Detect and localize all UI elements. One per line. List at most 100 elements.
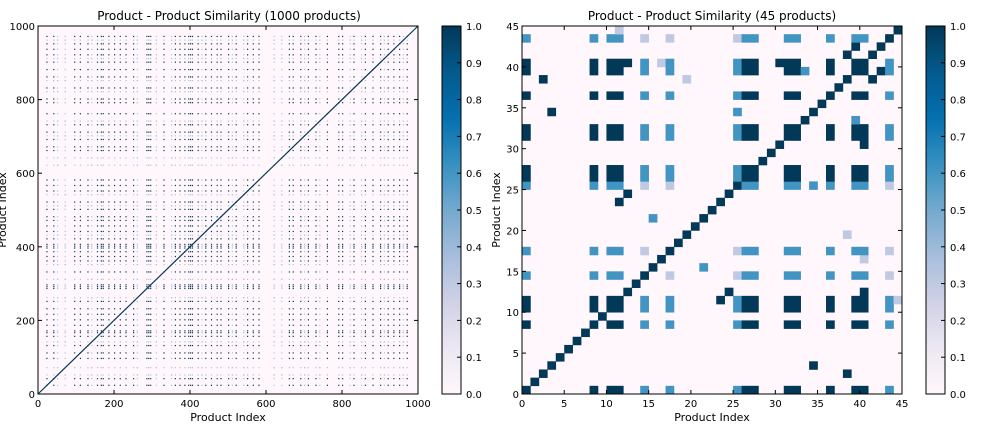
heatmap-cell [179, 205, 180, 206]
heatmap-cell [393, 194, 394, 195]
heatmap-cell [184, 220, 185, 221]
heatmap-cell [137, 124, 138, 125]
heatmap-cell [342, 58, 343, 59]
heatmap-cell [792, 91, 801, 99]
heatmap-cell [319, 157, 320, 158]
heatmap-cell [372, 358, 373, 359]
heatmap-cell [372, 332, 373, 333]
heatmap-cell [338, 201, 339, 202]
heatmap-cell [53, 201, 54, 202]
heatmap-cell [623, 59, 632, 67]
heatmap-cell [46, 201, 47, 202]
heatmap-cell [133, 69, 134, 70]
heatmap-cell [236, 297, 237, 298]
heatmap-cell [319, 367, 320, 368]
heatmap-cell [399, 244, 400, 245]
heatmap-cell [353, 139, 354, 140]
heatmap-cell [65, 330, 66, 331]
heatmap-cell [184, 271, 185, 272]
heatmap-cell [97, 87, 98, 88]
heatmap-cell [188, 54, 189, 55]
heatmap-cell [220, 150, 221, 151]
heatmap-cell [666, 59, 675, 67]
heatmap-cell [205, 235, 206, 236]
heatmap-cell [156, 367, 157, 368]
heatmap-cell [784, 296, 793, 304]
heatmap-cell [388, 246, 389, 247]
heatmap-cell [407, 43, 408, 44]
heatmap-cell [175, 264, 176, 265]
heatmap-cell [91, 345, 92, 346]
heatmap-cell [253, 378, 254, 379]
heatmap-cell [103, 150, 104, 151]
heatmap-cell [403, 54, 404, 55]
heatmap-cell [388, 319, 389, 320]
heatmap-cell [148, 352, 149, 353]
heatmap-cell [243, 385, 244, 386]
heatmap-cell [65, 314, 66, 315]
heatmap-cell [258, 87, 259, 88]
heatmap-cell [399, 40, 400, 41]
heatmap-cell [192, 124, 193, 125]
heatmap-cell [228, 256, 229, 257]
heatmap-cell [258, 378, 259, 379]
heatmap-cell [133, 251, 134, 252]
heatmap-cell [399, 367, 400, 368]
heatmap-cell [156, 314, 157, 315]
heatmap-cell [190, 385, 191, 386]
heatmap-cell [742, 247, 751, 255]
heatmap-cell [125, 297, 126, 298]
heatmap-cell [137, 91, 138, 92]
heatmap-cell [148, 251, 149, 252]
heatmap-cell [146, 238, 147, 239]
heatmap-cell [851, 132, 860, 140]
heatmap-cell [258, 225, 259, 226]
heatmap-cell [74, 205, 75, 206]
heatmap-cell [97, 374, 98, 375]
heatmap-cell [220, 124, 221, 125]
heatmap-cell [232, 332, 233, 333]
heatmap-cell [163, 220, 164, 221]
heatmap-cell [211, 288, 212, 289]
heatmap-cell [87, 216, 88, 217]
heatmap-cell [148, 330, 149, 331]
heatmap-cell [767, 149, 776, 157]
heatmap-cell [137, 330, 138, 331]
heatmap-cell [403, 325, 404, 326]
heatmap-cell [361, 330, 362, 331]
heatmap-cell [184, 190, 185, 191]
heatmap-cell [253, 69, 254, 70]
heatmap-cell [338, 325, 339, 326]
heatmap-cell [393, 264, 394, 265]
heatmap-cell [103, 102, 104, 103]
heatmap-cell [342, 319, 343, 320]
heatmap-cell [327, 62, 328, 63]
heatmap-cell [399, 225, 400, 226]
heatmap-cell [253, 345, 254, 346]
heatmap-cell [190, 220, 191, 221]
heatmap-cell [308, 246, 309, 247]
heatmap-cell [289, 345, 290, 346]
heatmap-cell [338, 297, 339, 298]
heatmap-cell [232, 54, 233, 55]
heatmap-cell [361, 120, 362, 121]
heatmap-cell [338, 132, 339, 133]
heatmap-cell [860, 386, 869, 394]
heatmap-cell [80, 256, 81, 257]
heatmap-cell [103, 288, 104, 289]
heatmap-cell [211, 314, 212, 315]
heatmap-cell [171, 185, 172, 186]
heatmap-cell [380, 120, 381, 121]
heatmap-cell [150, 190, 151, 191]
heatmap-cell [308, 49, 309, 50]
heatmap-cell [220, 247, 221, 248]
heatmap-cell [146, 209, 147, 210]
heatmap-cell [342, 62, 343, 63]
heatmap-cell [125, 358, 126, 359]
heatmap-cell [300, 132, 301, 133]
heatmap-cell [606, 59, 615, 67]
heatmap-cell [97, 185, 98, 186]
heatmap-cell [190, 374, 191, 375]
heatmap-cell [657, 255, 666, 263]
heatmap-cell [304, 341, 305, 342]
